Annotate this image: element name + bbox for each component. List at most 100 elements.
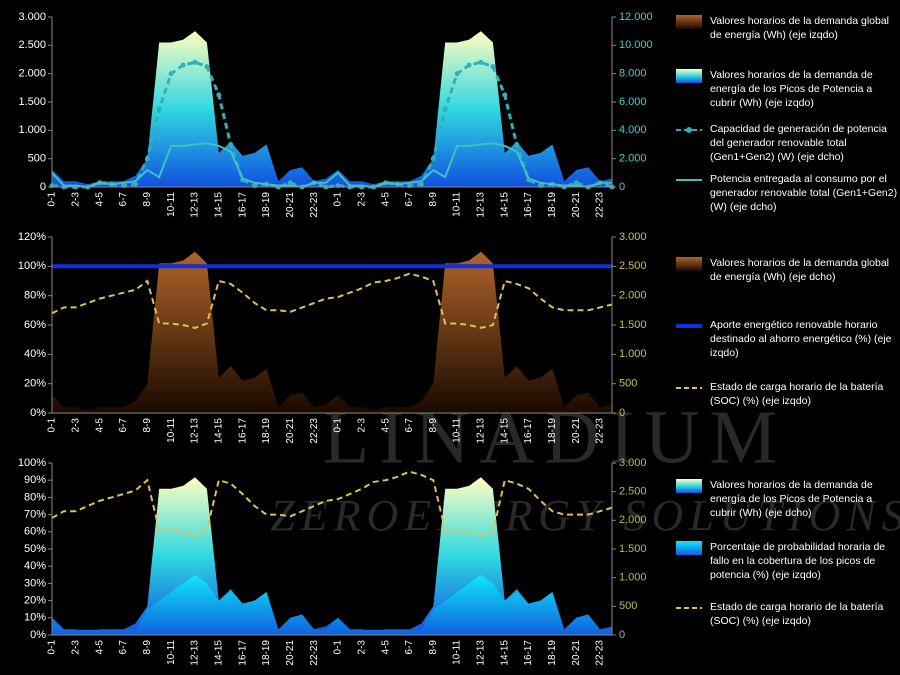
x-tick-label: 12-13: [190, 418, 201, 444]
x-tick-label: 4-5: [380, 418, 391, 433]
y-tick-label: 0: [40, 181, 46, 193]
x-tick-label: 2-3: [356, 192, 367, 207]
x-tick-label: 2-3: [70, 192, 81, 207]
y-tick-label: 40%: [24, 348, 46, 360]
y2-tick-label: 3.000: [619, 457, 647, 469]
x-tick-label: 14-15: [213, 192, 224, 218]
point: [430, 156, 436, 162]
x-tick-label: 10-11: [452, 192, 463, 217]
y2-tick-label: 500: [619, 600, 637, 612]
legend-swatch: [676, 387, 702, 389]
x-tick-label: 20-21: [571, 192, 582, 218]
x-tick-label: 4-5: [94, 640, 105, 655]
y-tick-label: 70%: [24, 509, 46, 521]
y2-tick-label: 3.000: [619, 231, 647, 243]
swatch: [676, 541, 702, 555]
x-tick-label: 16-17: [237, 192, 248, 218]
line-series: [51, 142, 612, 189]
y-tick-label: 1.500: [18, 96, 46, 108]
legend-item: Valores horarios de la demanda de energí…: [674, 68, 899, 110]
legend-label: Valores horarios de la demanda de energí…: [710, 69, 873, 109]
x-tick-label: 14-15: [499, 640, 510, 666]
y-tick-label: 2.000: [18, 68, 46, 80]
swatch: [676, 479, 702, 493]
point: [132, 181, 138, 187]
y-tick-label: 0%: [30, 629, 46, 641]
x-tick-label: 8-9: [142, 418, 153, 433]
x-tick-label: 2-3: [356, 418, 367, 433]
legend-item: Valores horarios de la demanda global de…: [674, 256, 899, 284]
x-tick-label: 22-23: [595, 418, 606, 444]
point: [490, 64, 496, 70]
x-tick-label: 16-17: [237, 640, 248, 666]
x-tick-label: 10-11: [166, 640, 177, 665]
x-tick-label: 2-3: [356, 640, 367, 655]
x-tick-label: 18-19: [261, 192, 272, 218]
y-tick-label: 3.000: [18, 11, 46, 23]
legend-item: Estado de carga horario de la batería (S…: [674, 380, 899, 408]
point: [192, 59, 198, 65]
legend-item: Estado de carga horario de la batería (S…: [674, 600, 899, 628]
x-tick-label: 18-19: [261, 418, 272, 444]
y2-tick-label: 1.500: [619, 543, 647, 555]
x-tick-label: 10-11: [166, 418, 177, 443]
y2-tick-label: 4.000: [619, 124, 647, 136]
x-tick-label: 6-7: [118, 418, 129, 433]
x-tick-label: 12-13: [476, 418, 487, 444]
legend-swatch: [676, 179, 702, 181]
x-tick-label: 0-1: [47, 192, 58, 207]
x-tick-label: 4-5: [380, 640, 391, 655]
y2-tick-label: 2.000: [619, 290, 647, 302]
y-tick-label: 90%: [24, 474, 46, 486]
x-tick-label: 8-9: [428, 640, 439, 655]
x-tick-label: 16-17: [523, 192, 534, 218]
x-tick-label: 16-17: [237, 418, 248, 444]
x-tick-label: 4-5: [94, 418, 105, 433]
y-tick-label: 80%: [24, 290, 46, 302]
x-tick-label: 18-19: [547, 418, 558, 444]
y2-tick-label: 1.000: [619, 348, 647, 360]
y-tick-label: 60%: [24, 526, 46, 538]
x-tick-label: 22-23: [309, 192, 320, 218]
line-series: [51, 272, 613, 329]
swatch: [676, 257, 702, 271]
point: [216, 92, 222, 98]
y2-tick-label: 0: [619, 629, 625, 641]
x-tick-label: 0-1: [333, 192, 344, 207]
y-tick-label: 100%: [18, 457, 46, 469]
x-tick-label: 10-11: [452, 640, 463, 665]
y2-tick-label: 500: [619, 378, 637, 390]
x-tick-label: 8-9: [142, 640, 153, 655]
x-tick-label: 4-5: [94, 192, 105, 207]
y-tick-label: 100%: [18, 260, 46, 272]
x-tick-label: 16-17: [523, 418, 534, 444]
point: [204, 64, 210, 70]
y2-tick-label: 1.000: [619, 572, 647, 584]
legend-label: Capacidad de generación de potencia del …: [710, 123, 887, 163]
x-tick-label: 6-7: [404, 418, 415, 433]
swatch: [676, 69, 702, 83]
point: [156, 106, 162, 112]
x-tick-label: 6-7: [118, 640, 129, 655]
legend-swatch: [676, 257, 702, 271]
x-tick-label: 20-21: [285, 192, 296, 218]
x-tick-label: 20-21: [285, 418, 296, 444]
point: [287, 180, 293, 186]
x-tick-label: 0-1: [333, 418, 344, 433]
y-tick-label: 120%: [18, 231, 46, 243]
y2-tick-label: 2.000: [619, 153, 647, 165]
legend-item: Capacidad de generación de potencia del …: [674, 122, 899, 164]
x-tick-label: 10-11: [166, 192, 177, 217]
x-tick-label: 22-23: [309, 640, 320, 666]
x-tick-label: 20-21: [571, 418, 582, 444]
x-tick-label: 6-7: [118, 192, 129, 207]
swatch-dot: [686, 127, 692, 133]
x-tick-label: 14-15: [213, 640, 224, 666]
point: [466, 62, 472, 68]
x-tick-label: 14-15: [499, 418, 510, 444]
legend-label: Porcentaje de probabilidad horaria de fa…: [710, 541, 886, 581]
x-tick-label: 12-13: [476, 640, 487, 666]
watermark-tagline: ZEROENERGY SOLUTIONS: [270, 491, 900, 540]
point: [514, 142, 520, 147]
